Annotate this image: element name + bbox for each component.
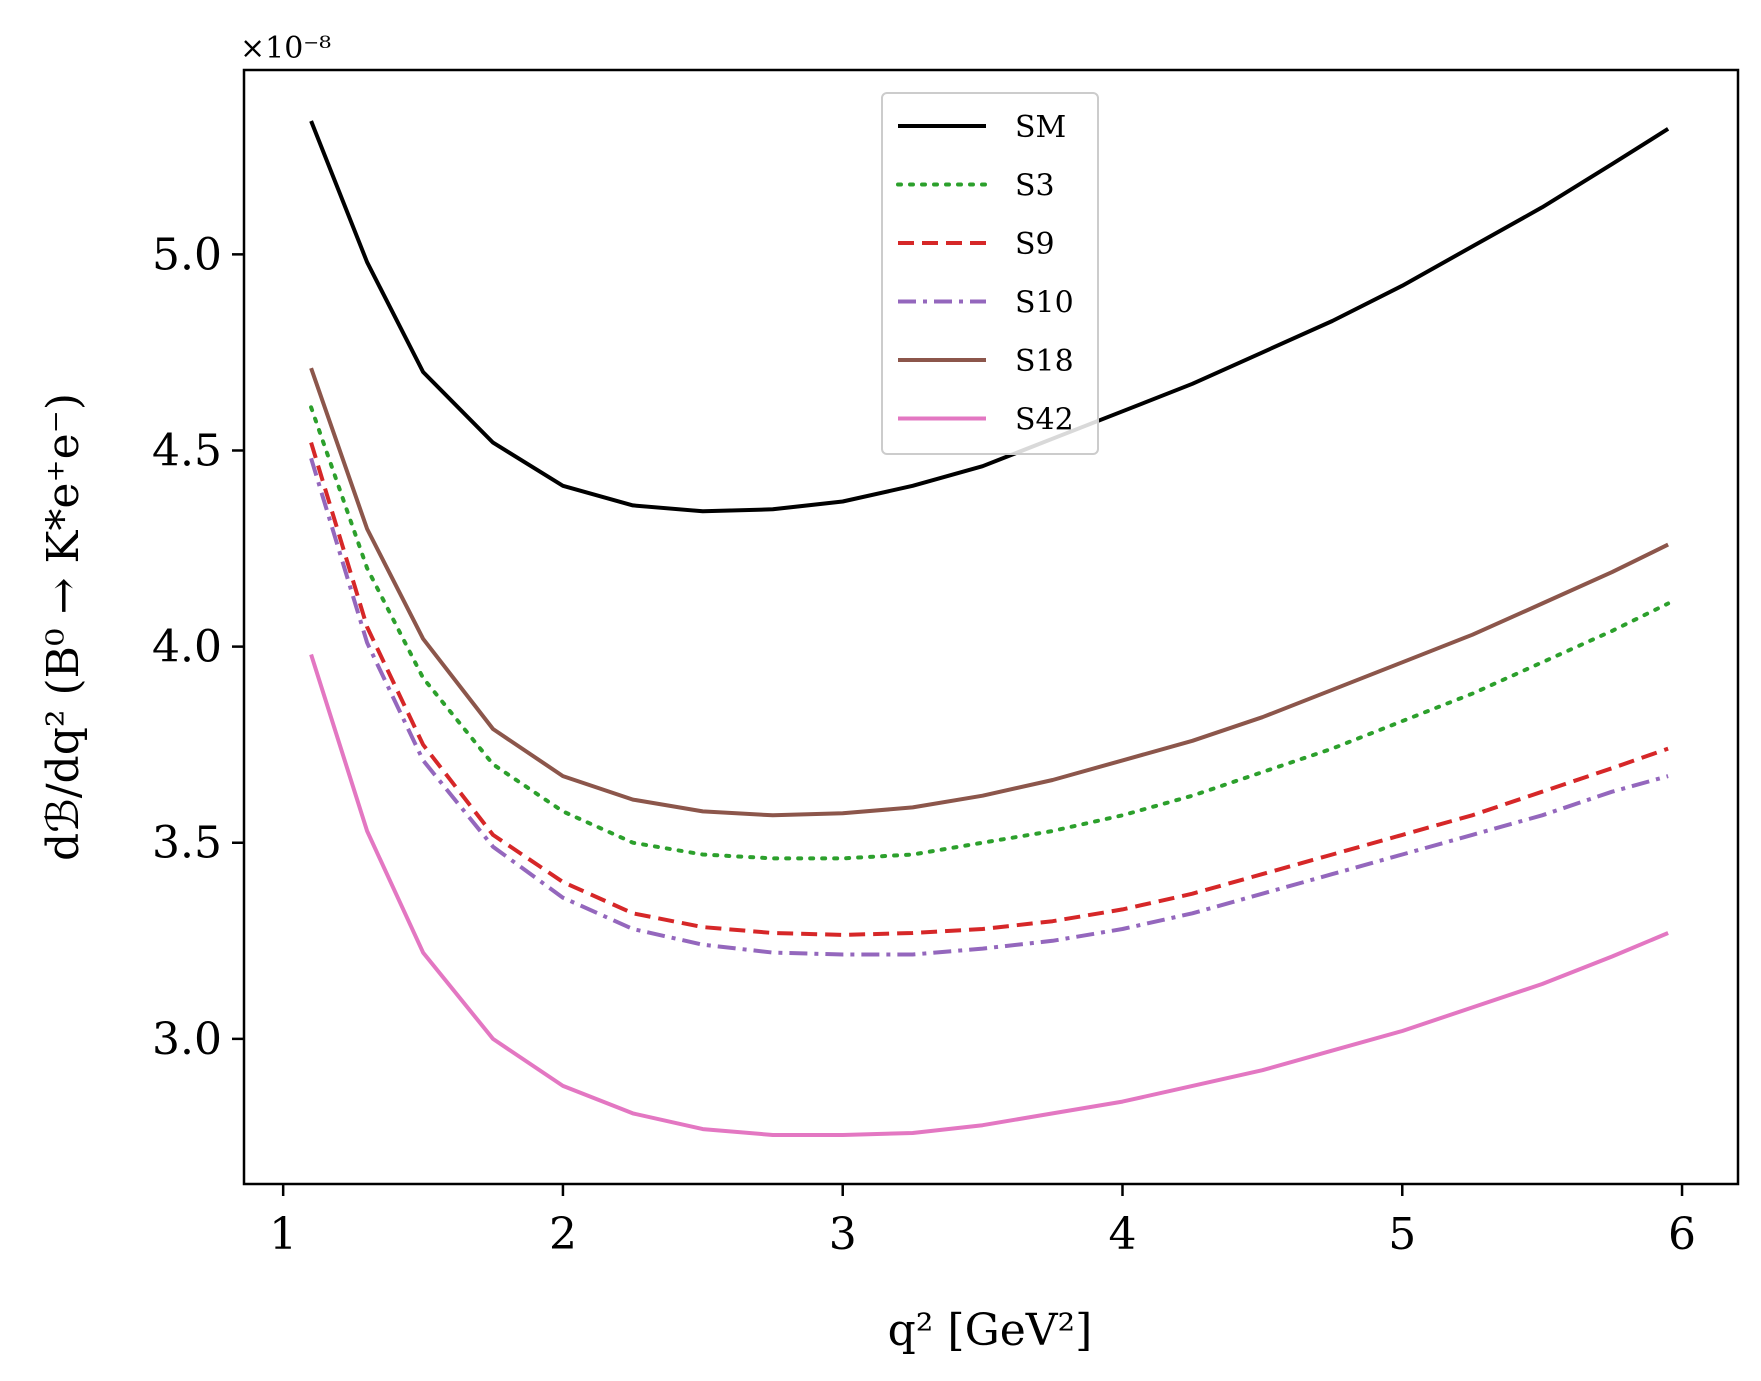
series-line-sm: [309, 120, 1670, 514]
y-axis: 3.0 3.5 4.0 4.5 5.0: [152, 229, 244, 1065]
legend-label-s9: S9: [1015, 227, 1055, 262]
plot-frame: [242, 68, 1740, 1186]
series-line-s18: [309, 367, 1669, 818]
legend-label-s18: S18: [1015, 344, 1074, 379]
y-tick-label: 5.0: [152, 229, 222, 280]
y-tick-label: 3.5: [152, 818, 222, 869]
legend: SM S3 S9 S10 S18 S42: [881, 92, 1099, 455]
y-axis-label: dℬ/dq² (B⁰ → K*e⁺e⁻): [38, 393, 89, 861]
x-tick-label: 2: [549, 1209, 577, 1260]
y-tick-label: 4.0: [152, 622, 222, 673]
legend-label-s42: S42: [1015, 403, 1074, 438]
series-line-s42: [309, 653, 1669, 1137]
series-line-s3: [309, 405, 1671, 861]
y-tick-label: 3.0: [152, 1014, 222, 1065]
series-line-s10: [309, 457, 1669, 957]
series-line-s9: [309, 442, 1669, 937]
y-offset-label: ×10⁻⁸: [240, 31, 331, 66]
y-tick-label: 4.5: [152, 425, 222, 476]
x-tick-label: 6: [1668, 1209, 1696, 1260]
x-tick-label: 5: [1388, 1209, 1416, 1260]
legend-box: [881, 92, 1099, 455]
legend-label-s10: S10: [1015, 286, 1074, 321]
series-layer: [309, 120, 1671, 1137]
x-axis: 1 2 3 4 5 6: [269, 1184, 1696, 1260]
legend-label-s3: S3: [1015, 169, 1055, 204]
x-tick-label: 4: [1108, 1209, 1136, 1260]
x-tick-label: 3: [829, 1209, 857, 1260]
x-tick-label: 1: [269, 1209, 297, 1260]
x-axis-label: q² [GeV²]: [888, 1305, 1093, 1356]
legend-label-sm: SM: [1015, 110, 1066, 145]
